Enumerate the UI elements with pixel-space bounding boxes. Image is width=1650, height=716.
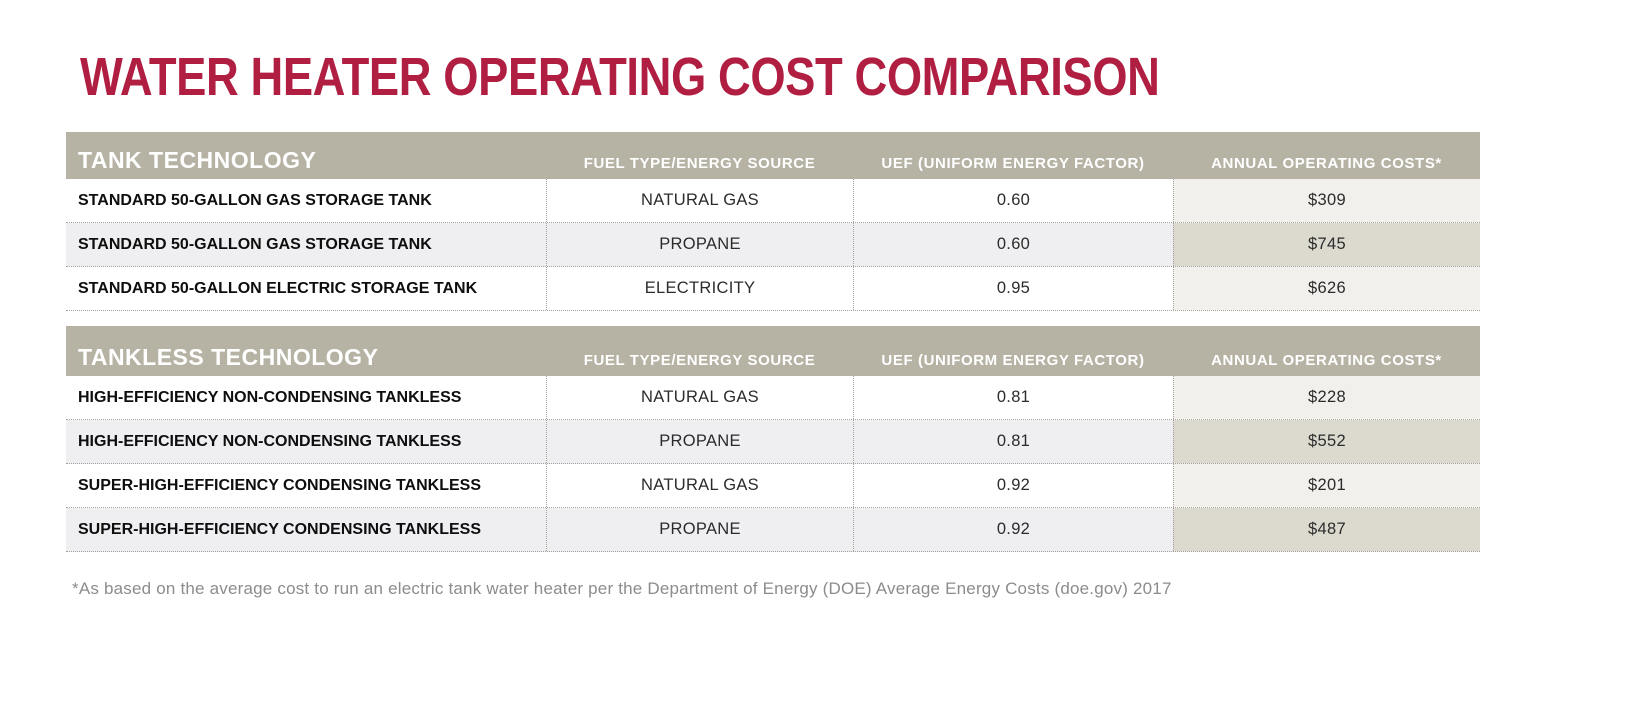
fuel-cell: PROPANE <box>546 223 853 266</box>
fuel-cell: NATURAL GAS <box>546 376 853 419</box>
page-title-text: WATER HEATER OPERATING COST COMPARISON <box>80 47 1160 107</box>
page: WATER HEATER OPERATING COST COMPARISON T… <box>0 50 1650 716</box>
uef-cell: 0.95 <box>853 267 1173 310</box>
table-row: HIGH-EFFICIENCY NON-CONDENSING TANKLESS … <box>66 420 1480 464</box>
column-header-uef: UEF (UNIFORM ENERGY FACTOR) <box>881 155 1145 172</box>
footnote: *As based on the average cost to run an … <box>72 579 1172 598</box>
tank-technology-table: TANK TECHNOLOGY FUEL TYPE/ENERGY SOURCE … <box>66 132 1480 311</box>
technology-cell: STANDARD 50-GALLON GAS STORAGE TANK <box>78 191 432 209</box>
table-row: STANDARD 50-GALLON ELECTRIC STORAGE TANK… <box>66 267 1480 311</box>
technology-cell: HIGH-EFFICIENCY NON-CONDENSING TANKLESS <box>78 432 462 450</box>
fuel-cell: NATURAL GAS <box>546 464 853 507</box>
table-row: SUPER-HIGH-EFFICIENCY CONDENSING TANKLES… <box>66 464 1480 508</box>
tankless-table-header-band: TANKLESS TECHNOLOGY FUEL TYPE/ENERGY SOU… <box>66 326 1480 376</box>
uef-cell: 0.92 <box>853 464 1173 507</box>
column-header-fuel-type: FUEL TYPE/ENERGY SOURCE <box>583 352 816 369</box>
cost-cell: $745 <box>1173 223 1480 266</box>
page-title: WATER HEATER OPERATING COST COMPARISON <box>80 50 1650 104</box>
uef-cell: 0.60 <box>853 223 1173 266</box>
uef-cell: 0.60 <box>853 179 1173 222</box>
cost-cell: $309 <box>1173 179 1480 222</box>
uef-cell: 0.92 <box>853 508 1173 551</box>
uef-cell: 0.81 <box>853 376 1173 419</box>
fuel-cell: PROPANE <box>546 508 853 551</box>
fuel-cell: NATURAL GAS <box>546 179 853 222</box>
cost-cell: $487 <box>1173 508 1480 551</box>
column-header-annual-cost: ANNUAL OPERATING COSTS* <box>1211 155 1442 172</box>
section-label-tank: TANK TECHNOLOGY <box>78 147 317 173</box>
cost-cell: $626 <box>1173 267 1480 310</box>
column-header-annual-cost: ANNUAL OPERATING COSTS* <box>1211 352 1442 369</box>
section-label-tankless: TANKLESS TECHNOLOGY <box>78 344 379 370</box>
cost-cell: $228 <box>1173 376 1480 419</box>
tankless-technology-table: TANKLESS TECHNOLOGY FUEL TYPE/ENERGY SOU… <box>66 326 1480 552</box>
technology-cell: SUPER-HIGH-EFFICIENCY CONDENSING TANKLES… <box>78 520 481 538</box>
table-row: HIGH-EFFICIENCY NON-CONDENSING TANKLESS … <box>66 376 1480 420</box>
cost-cell: $552 <box>1173 420 1480 463</box>
table-row: SUPER-HIGH-EFFICIENCY CONDENSING TANKLES… <box>66 508 1480 552</box>
uef-cell: 0.81 <box>853 420 1173 463</box>
tank-table-header-band: TANK TECHNOLOGY FUEL TYPE/ENERGY SOURCE … <box>66 132 1480 179</box>
column-header-uef: UEF (UNIFORM ENERGY FACTOR) <box>881 352 1145 369</box>
fuel-cell: ELECTRICITY <box>546 267 853 310</box>
fuel-cell: PROPANE <box>546 420 853 463</box>
comparison-tables: TANK TECHNOLOGY FUEL TYPE/ENERGY SOURCE … <box>66 132 1480 552</box>
table-gap <box>66 311 1480 326</box>
technology-cell: SUPER-HIGH-EFFICIENCY CONDENSING TANKLES… <box>78 476 481 494</box>
technology-cell: HIGH-EFFICIENCY NON-CONDENSING TANKLESS <box>78 388 462 406</box>
cost-cell: $201 <box>1173 464 1480 507</box>
table-row: STANDARD 50-GALLON GAS STORAGE TANK PROP… <box>66 223 1480 267</box>
technology-cell: STANDARD 50-GALLON GAS STORAGE TANK <box>78 235 432 253</box>
technology-cell: STANDARD 50-GALLON ELECTRIC STORAGE TANK <box>78 279 478 297</box>
table-row: STANDARD 50-GALLON GAS STORAGE TANK NATU… <box>66 179 1480 223</box>
column-header-fuel-type: FUEL TYPE/ENERGY SOURCE <box>583 155 816 172</box>
